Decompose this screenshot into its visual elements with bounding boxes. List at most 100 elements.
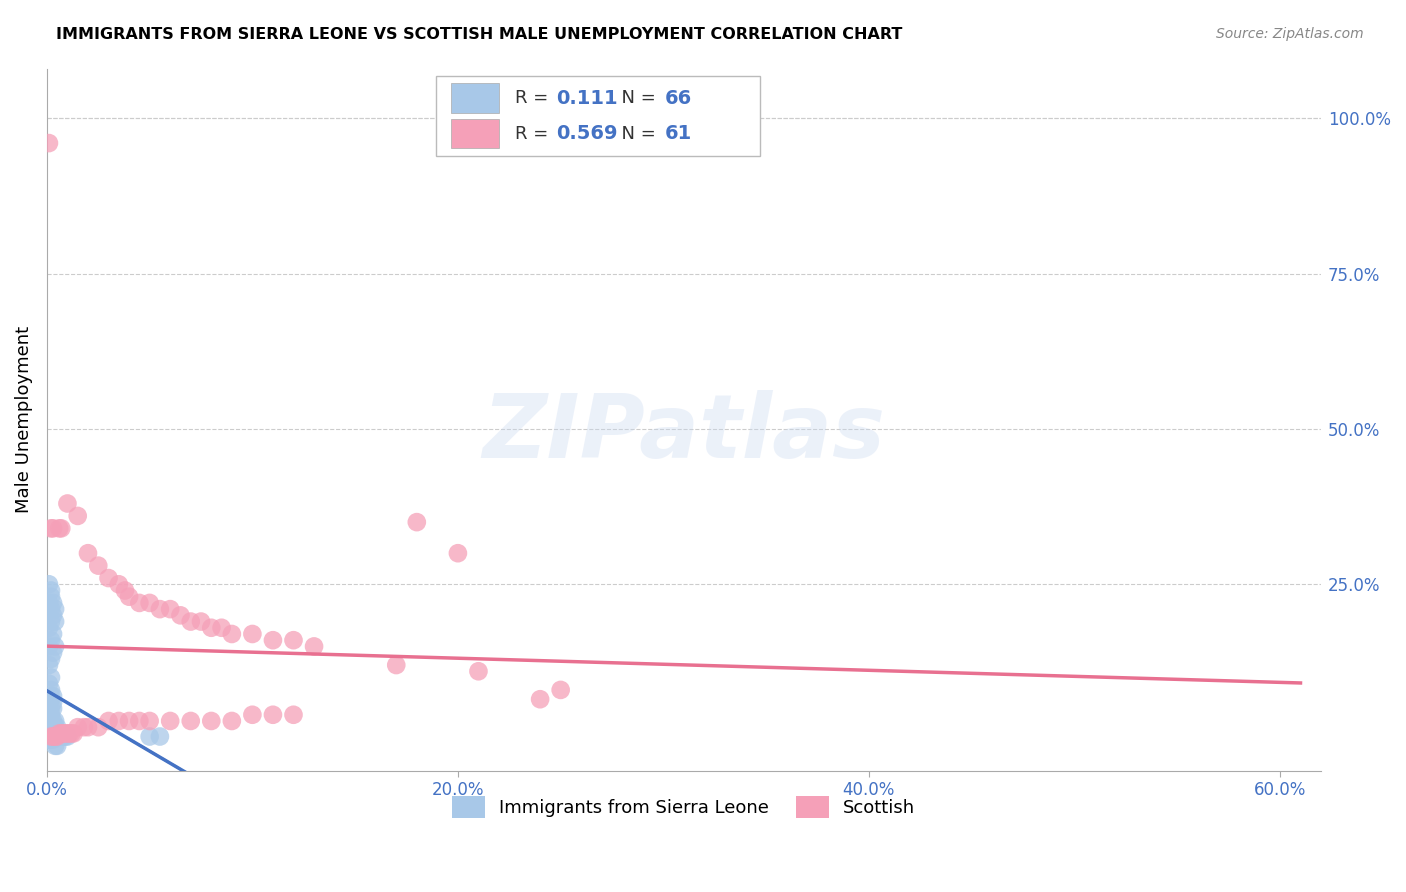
- Point: [467, 665, 489, 679]
- Point: [44, 714, 66, 728]
- Point: [211, 621, 233, 635]
- Point: [38, 658, 60, 673]
- Y-axis label: Male Unemployment: Male Unemployment: [15, 326, 32, 513]
- Point: [62, 726, 84, 740]
- Point: [44, 730, 66, 744]
- Point: [38, 707, 60, 722]
- Point: [39, 602, 62, 616]
- Point: [39, 726, 62, 740]
- Point: [42, 732, 65, 747]
- Point: [200, 621, 222, 635]
- Point: [42, 720, 65, 734]
- Point: [42, 608, 65, 623]
- Point: [242, 627, 264, 641]
- Text: 66: 66: [665, 88, 692, 108]
- Point: [73, 720, 96, 734]
- Point: [447, 546, 470, 560]
- Point: [55, 726, 77, 740]
- Point: [39, 732, 62, 747]
- FancyBboxPatch shape: [451, 119, 499, 148]
- Point: [39, 590, 62, 604]
- Point: [39, 671, 62, 685]
- Point: [385, 658, 408, 673]
- Point: [283, 707, 305, 722]
- Point: [242, 707, 264, 722]
- FancyBboxPatch shape: [451, 84, 499, 113]
- Point: [283, 633, 305, 648]
- Point: [262, 633, 284, 648]
- Point: [39, 707, 62, 722]
- Point: [39, 701, 62, 715]
- Point: [44, 640, 66, 654]
- Point: [200, 714, 222, 728]
- Point: [44, 726, 66, 740]
- Point: [38, 640, 60, 654]
- Point: [38, 730, 60, 744]
- Point: [128, 596, 150, 610]
- Point: [48, 521, 70, 535]
- Point: [52, 730, 75, 744]
- Point: [39, 521, 62, 535]
- Point: [44, 739, 66, 753]
- Text: R =: R =: [515, 125, 554, 143]
- Point: [56, 726, 79, 740]
- Point: [60, 726, 83, 740]
- Point: [66, 720, 89, 734]
- Point: [42, 726, 65, 740]
- Point: [39, 720, 62, 734]
- Point: [108, 714, 131, 728]
- Point: [405, 515, 427, 529]
- Point: [159, 714, 181, 728]
- Point: [44, 730, 66, 744]
- Point: [114, 583, 136, 598]
- Text: N =: N =: [610, 89, 662, 107]
- Text: ZIPatlas: ZIPatlas: [482, 390, 886, 477]
- Point: [221, 714, 243, 728]
- Point: [550, 682, 572, 697]
- Point: [39, 714, 62, 728]
- Point: [39, 730, 62, 744]
- Point: [38, 621, 60, 635]
- Point: [42, 646, 65, 660]
- Point: [39, 730, 62, 744]
- Point: [55, 730, 77, 744]
- Point: [38, 732, 60, 747]
- Point: [39, 583, 62, 598]
- Point: [180, 714, 202, 728]
- Point: [46, 730, 69, 744]
- Point: [39, 615, 62, 629]
- Point: [42, 714, 65, 728]
- Point: [38, 726, 60, 740]
- Point: [39, 652, 62, 666]
- Point: [38, 720, 60, 734]
- Point: [39, 682, 62, 697]
- Point: [97, 714, 120, 728]
- Point: [38, 701, 60, 715]
- Point: [48, 726, 70, 740]
- Point: [44, 615, 66, 629]
- Point: [52, 726, 75, 740]
- Point: [149, 730, 172, 744]
- Point: [97, 571, 120, 585]
- Point: [87, 720, 110, 734]
- Point: [38, 577, 60, 591]
- Point: [38, 695, 60, 709]
- Point: [138, 596, 160, 610]
- Point: [38, 676, 60, 690]
- Text: 0.111: 0.111: [557, 88, 619, 108]
- Point: [48, 730, 70, 744]
- Point: [42, 627, 65, 641]
- FancyBboxPatch shape: [436, 76, 761, 156]
- Point: [56, 730, 79, 744]
- Point: [58, 726, 80, 740]
- Point: [87, 558, 110, 573]
- Text: 0.569: 0.569: [557, 124, 619, 144]
- Point: [221, 627, 243, 641]
- Point: [48, 726, 70, 740]
- Point: [51, 730, 73, 744]
- Point: [51, 521, 73, 535]
- Point: [77, 720, 100, 734]
- Point: [128, 714, 150, 728]
- Text: 61: 61: [665, 124, 692, 144]
- Point: [42, 596, 65, 610]
